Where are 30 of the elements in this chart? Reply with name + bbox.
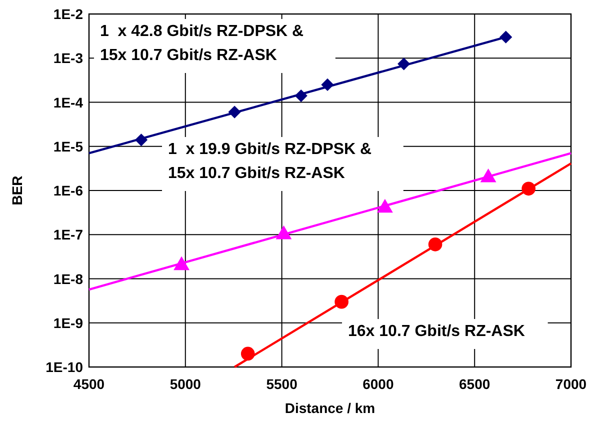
x-tick-label: 7000 bbox=[555, 376, 587, 392]
point bbox=[500, 30, 512, 44]
y-tick-label: 1E-4 bbox=[53, 94, 84, 110]
x-axis-title: Distance / km bbox=[284, 400, 376, 416]
x-tick-label: 5500 bbox=[266, 376, 298, 392]
y-tick-label: 1E-10 bbox=[46, 359, 84, 375]
point bbox=[321, 78, 334, 92]
point bbox=[522, 182, 536, 196]
series-label: 1 x 42.8 Gbit/s RZ-DPSK & 15x 10.7 Gbit/s RZ-ASK bbox=[100, 23, 304, 64]
point bbox=[294, 89, 308, 102]
x-tick-label: 6500 bbox=[459, 376, 490, 392]
point bbox=[398, 58, 410, 70]
y-tick-label: 1E-5 bbox=[53, 138, 84, 154]
y-axis-title: BER bbox=[9, 176, 25, 206]
point bbox=[134, 134, 148, 146]
y-tick-label: 1E-9 bbox=[53, 314, 84, 331]
x-tick-label: 5000 bbox=[170, 376, 202, 392]
point bbox=[228, 106, 241, 118]
y-tick-label: 1E-8 bbox=[53, 270, 84, 287]
point bbox=[428, 238, 442, 252]
y-tick-label: 1E-3 bbox=[53, 50, 84, 66]
y-tick-label: 1E-6 bbox=[53, 182, 84, 198]
x-tick-label: 6000 bbox=[362, 376, 394, 392]
y-tick-label: 1E-2 bbox=[53, 6, 84, 22]
series-label: 1 x 19.9 Gbit/s RZ-DPSK & 15x 10.7 Gbit/s RZ-ASK bbox=[168, 141, 372, 182]
x-tick-label: 4500 bbox=[73, 376, 105, 392]
series-label: 16x 10.7 Gbit/s RZ-ASK bbox=[348, 323, 526, 340]
y-tick-label: 1E-7 bbox=[53, 226, 84, 243]
point bbox=[334, 294, 348, 309]
point bbox=[240, 346, 255, 361]
